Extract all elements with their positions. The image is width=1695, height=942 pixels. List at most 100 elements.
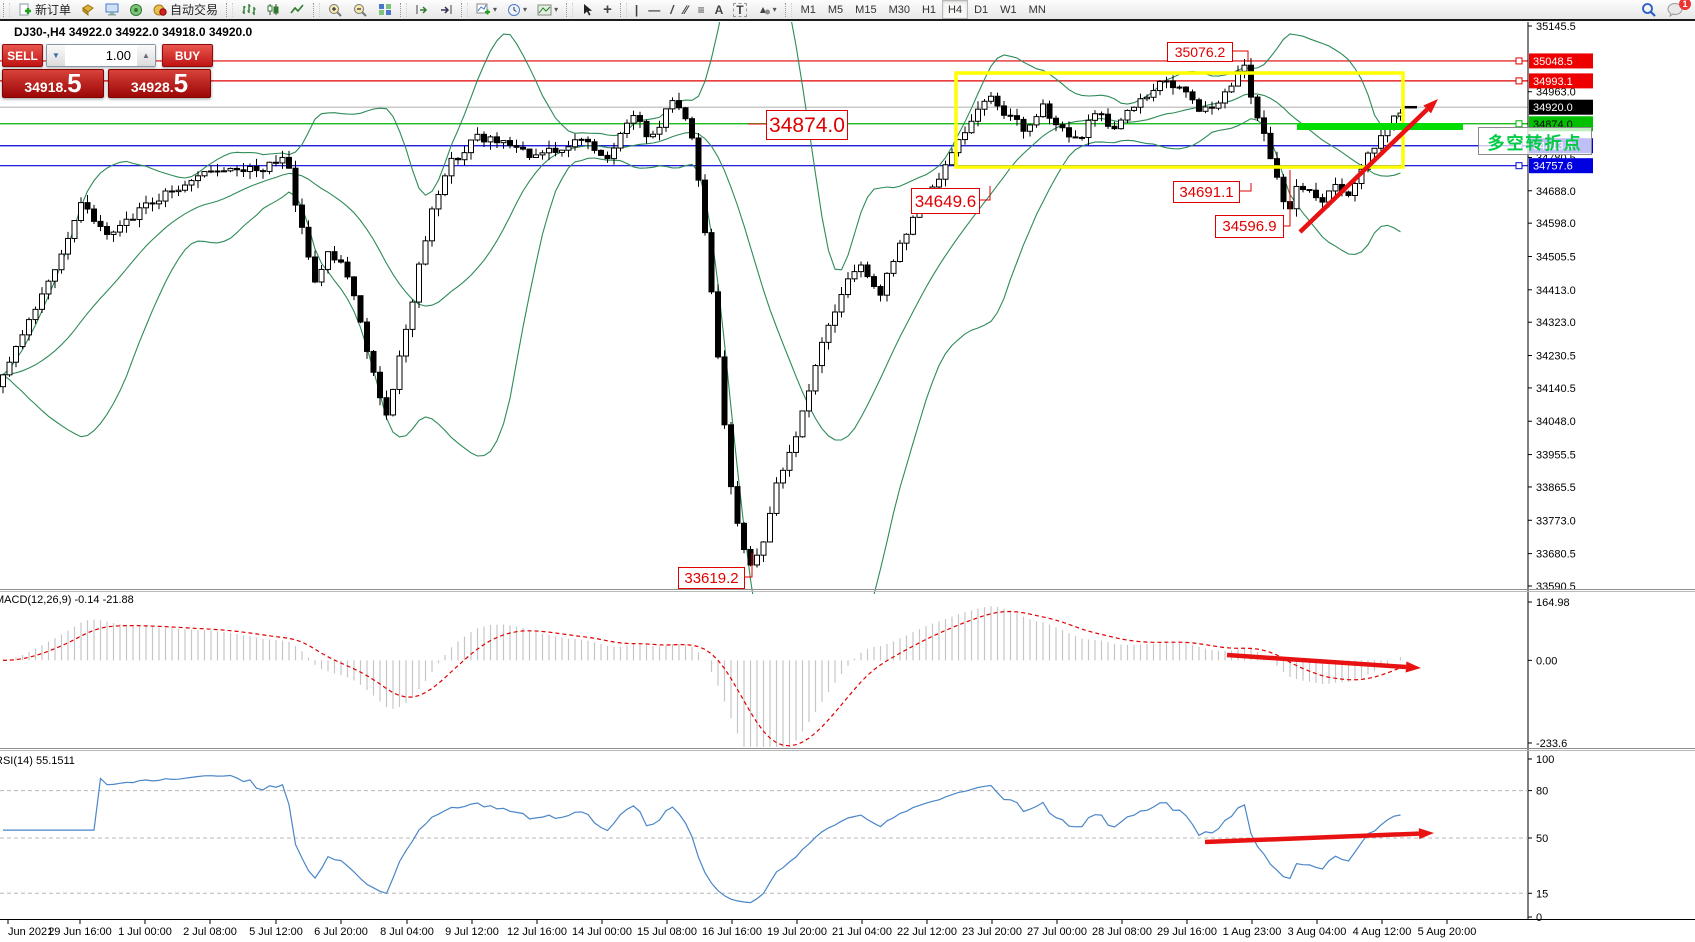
channel-button[interactable]: ⁄⁄ [680, 0, 692, 19]
market-watch-button[interactable] [77, 0, 99, 19]
candle-body [195, 175, 201, 182]
candle-body [513, 145, 520, 148]
zoom-out-icon [354, 3, 367, 17]
line-chart-button[interactable] [286, 0, 309, 19]
bid-price[interactable]: 34918. 5 [2, 69, 104, 98]
candle-body [110, 231, 117, 235]
time-axis-label: 29 Jul 16:00 [1157, 926, 1217, 938]
text-label-icon: T [733, 2, 747, 17]
candle-body [1215, 102, 1222, 109]
tile-windows-icon [379, 4, 392, 15]
cursor-button[interactable] [577, 0, 597, 19]
candle-body [331, 251, 338, 261]
auto-scroll-button[interactable] [411, 0, 433, 19]
candle-body [32, 308, 39, 321]
candle-body [838, 294, 845, 313]
horizontal-line-button[interactable]: — [644, 0, 664, 19]
terminal-button[interactable] [101, 0, 123, 19]
crosshair-button[interactable]: + [599, 0, 616, 19]
price-callout[interactable]: 34596.9 [1215, 215, 1284, 238]
red-arrow[interactable] [1226, 652, 1421, 673]
candle-body [890, 260, 897, 274]
candle-body [201, 171, 208, 177]
price-callout[interactable]: 34874.0 [766, 110, 848, 140]
price-axis[interactable]: 35145.534963.034780.534688.034598.034505… [1527, 21, 1695, 924]
candle-body [494, 136, 500, 144]
candle-body [741, 522, 747, 550]
price-callout[interactable]: 34691.1 [1173, 181, 1240, 203]
new-order-button[interactable]: 新订单 [14, 0, 75, 19]
fibonacci-button[interactable]: ≡ [694, 0, 709, 19]
price-callout[interactable]: 35076.2 [1167, 42, 1233, 62]
chart-shift-icon [441, 5, 452, 14]
indicators-button[interactable]: ▾ [472, 0, 501, 19]
candle-body [409, 301, 416, 330]
price-callout[interactable]: 34649.6 [911, 188, 980, 214]
timeframe-W1[interactable]: W1 [1000, 3, 1017, 16]
signals-button[interactable] [125, 0, 147, 19]
timeframe-MN[interactable]: MN [1028, 3, 1046, 16]
candle-body [760, 541, 767, 556]
candle-body [1319, 197, 1326, 203]
candle-body [734, 486, 741, 524]
timeframe-D1[interactable]: D1 [974, 3, 989, 16]
candle-body [1066, 127, 1072, 138]
periods-button[interactable]: ▾ [503, 0, 531, 19]
candle-body [117, 224, 123, 233]
volume-input[interactable]: 1.00 [105, 48, 131, 63]
zoom-in-button[interactable] [324, 0, 347, 19]
bull-bear-turning-point-label[interactable]: 多空转折点 [1478, 127, 1592, 155]
shapes-button[interactable]: ▾ [753, 0, 781, 19]
tile-windows-button[interactable] [374, 0, 396, 19]
red-arrow[interactable] [1204, 828, 1434, 845]
candle-body [526, 148, 533, 158]
candle-body [656, 126, 663, 135]
volume-decrease-button[interactable]: ▼ [47, 45, 65, 66]
timeframe-M30[interactable]: M30 [888, 3, 910, 16]
auto-trading-label: 自动交易 [170, 3, 219, 17]
candle-body [273, 161, 279, 164]
clock-icon [508, 3, 521, 16]
auto-trading-button[interactable]: 自动交易 [149, 0, 222, 19]
time-axis-label: 23 Jul 20:00 [962, 926, 1022, 938]
time-axis-label: 3 Aug 04:00 [1288, 926, 1347, 938]
time-axis-label: 9 Jul 12:00 [445, 926, 499, 938]
timeframe-M1[interactable]: M1 [800, 3, 816, 16]
zoom-out-button[interactable] [349, 0, 372, 19]
search-button[interactable] [1637, 0, 1661, 19]
yellow-consolidation-box[interactable] [954, 71, 1405, 169]
timeframe-M15[interactable]: M15 [855, 3, 877, 16]
main-toolbar: 新订单 自动交易 ▾ [0, 0, 1695, 21]
candle-body [871, 276, 877, 287]
candle-body [942, 164, 949, 180]
red-arrow[interactable] [1298, 99, 1438, 234]
trendline-button[interactable]: / [666, 0, 677, 19]
green-support-bar[interactable] [1297, 123, 1463, 130]
text-label-button[interactable]: T [729, 0, 750, 19]
timeframe-M5[interactable]: M5 [827, 3, 844, 16]
templates-button[interactable]: ▾ [533, 0, 562, 19]
timeframe-H4[interactable]: H4 [942, 0, 969, 19]
notifications-button[interactable]: 1 [1663, 0, 1691, 19]
ask-price[interactable]: 34928. 5 [108, 69, 211, 98]
candle-body [1072, 136, 1079, 139]
timeframe-group: M1 M5 M15 M30 H1 H4 D1 W1 MN [795, 0, 1052, 19]
candle-body [253, 165, 260, 172]
candlestick-chart-button[interactable] [262, 0, 284, 19]
candle-body [1352, 183, 1358, 196]
bar-chart-button[interactable] [237, 0, 260, 19]
volume-increase-button[interactable]: ▲ [137, 45, 155, 66]
buy-button[interactable]: BUY [162, 44, 213, 67]
candle-body [1189, 91, 1196, 101]
vertical-line-button[interactable]: | [631, 0, 642, 19]
timeframe-H1[interactable]: H1 [921, 3, 937, 16]
chart-shift-button[interactable] [435, 0, 457, 19]
new-order-label: 新订单 [35, 3, 72, 17]
text-button[interactable]: A [711, 0, 728, 19]
candle-body [936, 178, 942, 188]
price-callout[interactable]: 33619.2 [678, 567, 745, 589]
sell-button[interactable]: SELL [2, 44, 43, 67]
candle-body [383, 397, 390, 416]
